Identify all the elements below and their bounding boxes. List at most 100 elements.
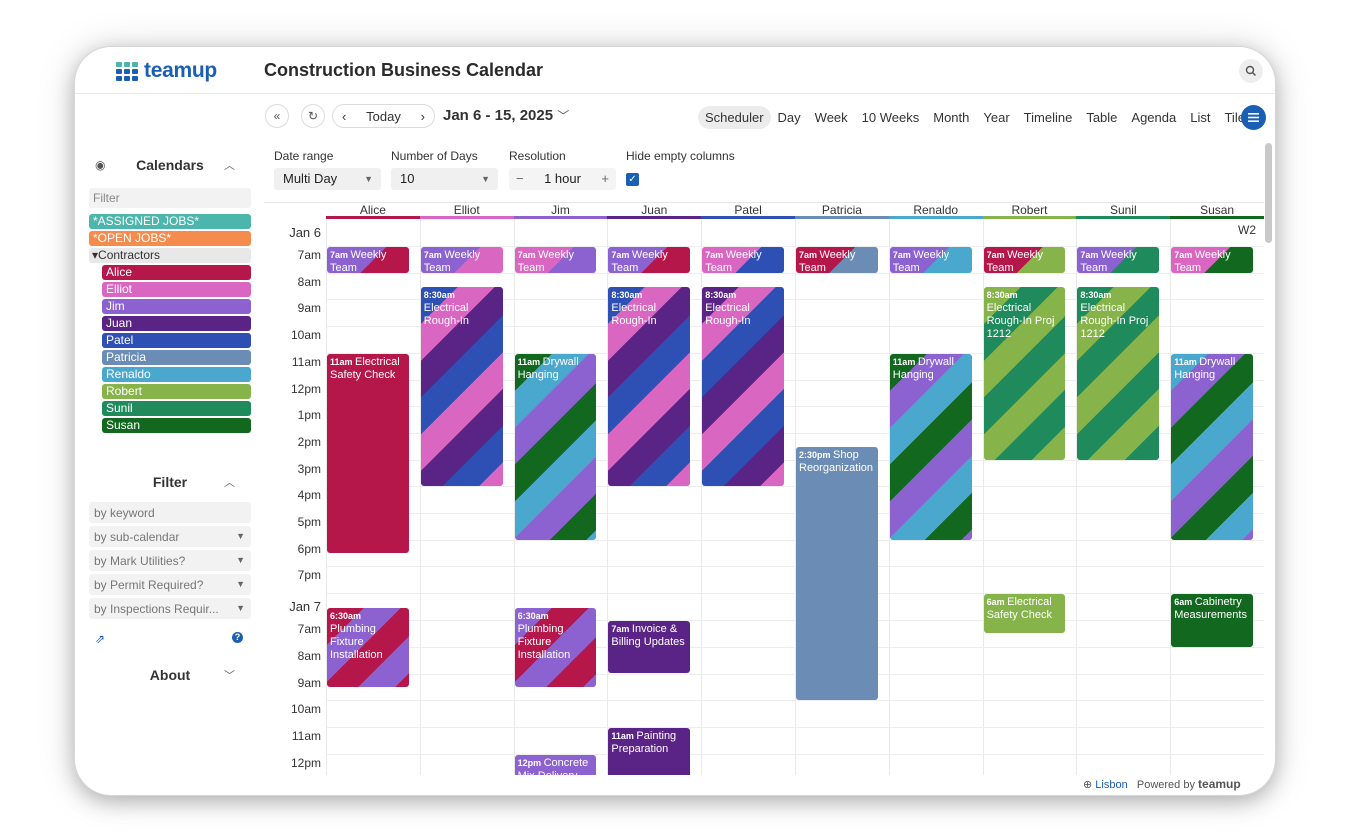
chevron-down-icon[interactable]: ﹀ [224, 670, 235, 682]
next-button[interactable]: › [420, 108, 425, 124]
filter-field[interactable]: by sub-calendar ▼ [89, 526, 251, 547]
eye-icon[interactable]: ◉ [95, 158, 106, 172]
hamburger-menu-icon [1248, 113, 1259, 122]
event-block[interactable]: 8:30am Electrical Rough-In Proj 1212 [1077, 287, 1160, 460]
calendar-item-robert[interactable]: Robert [102, 384, 251, 399]
tab-day[interactable]: Day [777, 109, 801, 125]
event-block[interactable]: 7am Invoice & Billing Updates [608, 621, 691, 674]
calendar-item-patel[interactable]: Patel [102, 333, 251, 348]
event-block[interactable]: 11am Painting Preparation [608, 727, 691, 775]
column-header-juan[interactable]: Juan [607, 203, 702, 219]
column-header-renaldo[interactable]: Renaldo [888, 203, 983, 219]
event-block[interactable]: 7am Weekly Team [702, 247, 784, 273]
calendar-item-jim[interactable]: Jim [102, 299, 251, 314]
event-block[interactable]: 6am Cabinetry Measurements [1171, 594, 1253, 647]
event-block[interactable]: 8:30am Electrical Rough-In Proj 1212 [983, 287, 1066, 460]
event-block[interactable]: 7am Weekly Team [608, 247, 691, 273]
event-block[interactable]: 7am Weekly Team [327, 247, 409, 273]
chevron-up-icon[interactable]: ︿ [224, 477, 235, 489]
calendar-item[interactable]: *OPEN JOBS* [89, 231, 251, 246]
date-range-picker[interactable]: Jan 6 - 15, 2025 ﹀ [443, 107, 569, 124]
back-fast-button[interactable]: « [265, 104, 289, 128]
column-header-elliot[interactable]: Elliot [419, 203, 514, 219]
calendars-section-header[interactable]: ◉ Calendars ︿ [75, 152, 265, 178]
event-block[interactable]: 11am Electrical Safety Check [327, 353, 409, 554]
calendar-item-alice[interactable]: Alice [102, 265, 251, 280]
calendar-item-susan[interactable]: Susan [102, 418, 251, 433]
event-block[interactable]: 12pm Concrete Mix Delivery [514, 754, 597, 775]
event-block[interactable]: 7am Weekly Team [1171, 247, 1253, 273]
event-block[interactable]: 7am Weekly Team [420, 247, 503, 273]
refresh-button[interactable]: ↻ [301, 104, 325, 128]
filter-field[interactable]: by keyword [89, 502, 251, 523]
event-block[interactable]: 7am Weekly Team [1077, 247, 1160, 273]
chevron-up-icon[interactable]: ︿ [224, 160, 235, 172]
column-header-sunil[interactable]: Sunil [1076, 203, 1171, 219]
tab-agenda[interactable]: Agenda [1131, 109, 1177, 125]
event-block[interactable]: 6:30am Plumbing Fixture Installation [514, 607, 597, 687]
filter-field[interactable]: by Permit Required? ▼ [89, 574, 251, 595]
number-of-days-select[interactable]: 10 ▼ [391, 168, 498, 190]
calendar-item-sunil[interactable]: Sunil [102, 401, 251, 416]
event-block[interactable]: 7am Weekly Team [514, 247, 597, 273]
column-header-alice[interactable]: Alice [326, 203, 420, 219]
event-block[interactable]: 7am Weekly Team [796, 247, 878, 273]
event-time: 7am [1174, 250, 1195, 260]
event-block[interactable]: 7am Weekly Team [889, 247, 972, 273]
footer-brand[interactable]: teamup [1198, 777, 1241, 791]
tab-year[interactable]: Year [983, 109, 1010, 125]
tab-10-weeks[interactable]: 10 Weeks [861, 109, 920, 125]
filter-section-header[interactable]: Filter ︿ [75, 469, 265, 495]
teamup-logo[interactable]: teamup [116, 59, 217, 83]
event-block[interactable]: 8:30am Electrical Rough-In [420, 287, 503, 487]
event-block[interactable]: 11am Drywall Hanging [889, 353, 972, 540]
event-block[interactable]: 6am Electrical Safety Check [983, 594, 1066, 634]
column-header-patricia[interactable]: Patricia [795, 203, 889, 219]
timezone-link[interactable]: Lisbon [1095, 779, 1128, 791]
event-block[interactable]: 7am Weekly Team [983, 247, 1066, 273]
tab-list[interactable]: List [1190, 109, 1211, 125]
column-header-jim[interactable]: Jim [513, 203, 608, 219]
tab-month[interactable]: Month [933, 109, 970, 125]
event-time: 7am [799, 250, 820, 260]
share-icon[interactable]: ⇗ [95, 632, 106, 646]
column-header-patel[interactable]: Patel [701, 203, 795, 219]
tab-week[interactable]: Week [814, 109, 848, 125]
resolution-stepper[interactable]: − 1 hour + [509, 168, 616, 190]
event-block[interactable]: 8:30am Electrical Rough-In [608, 287, 691, 487]
event-block[interactable]: 11am Drywall Hanging [1171, 353, 1253, 540]
event-time: 7am [611, 250, 632, 260]
vertical-scrollbar[interactable] [1265, 143, 1272, 243]
event-block[interactable]: 6:30am Plumbing Fixture Installation [327, 607, 409, 687]
calendar-item-renaldo[interactable]: Renaldo [102, 367, 251, 382]
tab-timeline[interactable]: Timeline [1023, 109, 1073, 125]
prev-button[interactable]: ‹ [342, 108, 347, 124]
calendar-group-contractors[interactable]: ▾Contractors [89, 248, 251, 263]
today-button[interactable]: Today [366, 108, 401, 124]
calendar-item-elliot[interactable]: Elliot [102, 282, 251, 297]
event-block[interactable]: 8:30am Electrical Rough-In [702, 287, 784, 487]
hide-empty-columns-checkbox[interactable]: ✓ [626, 173, 639, 186]
decrement-button[interactable]: − [516, 171, 524, 186]
column-header-susan[interactable]: Susan [1170, 203, 1264, 219]
calendar-item-juan[interactable]: Juan [102, 316, 251, 331]
event-block[interactable]: 11am Drywall Hanging [514, 353, 597, 540]
increment-button[interactable]: + [601, 171, 609, 186]
tab-scheduler[interactable]: Scheduler [698, 105, 771, 129]
calendar-item[interactable]: *ASSIGNED JOBS* [89, 214, 251, 229]
calendar-filter-input[interactable]: Filter [89, 188, 251, 208]
main-menu-button[interactable] [1241, 105, 1266, 130]
event-block[interactable]: 2:30pm Shop Reorganization [796, 447, 878, 700]
filter-field[interactable]: by Mark Utilities? ▼ [89, 550, 251, 571]
about-section-header[interactable]: About ﹀ [75, 662, 265, 688]
column-header-robert[interactable]: Robert [982, 203, 1077, 219]
event-title: Electrical Rough-In Proj 1212 [986, 302, 1055, 341]
help-icon[interactable]: ? [232, 632, 243, 643]
calendar-item-patricia[interactable]: Patricia [102, 350, 251, 365]
filter-field[interactable]: by Inspections Requir... ▼ [89, 598, 251, 619]
date-range-select[interactable]: Multi Day ▼ [274, 168, 381, 190]
tab-table[interactable]: Table [1086, 109, 1118, 125]
event-title: Weekly Team [799, 249, 856, 273]
search-button[interactable] [1239, 59, 1263, 83]
filter-field-label: by Mark Utilities? [94, 554, 186, 568]
